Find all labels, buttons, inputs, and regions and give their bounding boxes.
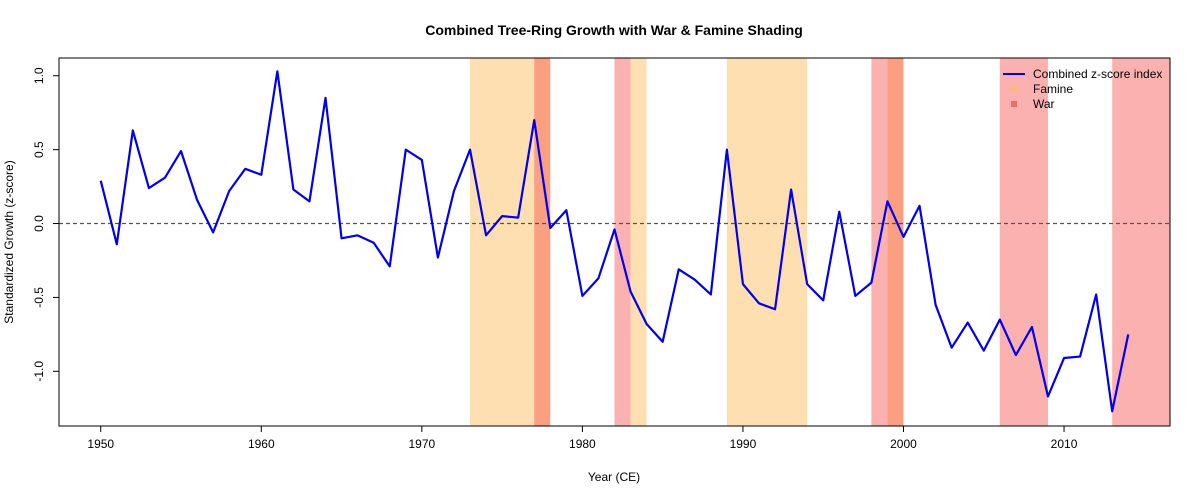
shaded-periods: [470, 58, 1170, 426]
x-axis-label: Year (CE): [588, 470, 640, 484]
x-tick-label: 1960: [248, 437, 275, 451]
shade-famine-1989: [726, 58, 808, 426]
x-tick-label: 1990: [730, 437, 757, 451]
chart-title: Combined Tree-Ring Growth with War & Fam…: [425, 22, 803, 38]
shade-war-1982: [614, 58, 631, 426]
shade-famine-1983: [630, 58, 647, 426]
x-tick-label: 1980: [569, 437, 596, 451]
shade-war-2006: [999, 58, 1048, 426]
y-tick-label: -1.0: [32, 361, 46, 382]
x-tick-label: 1950: [87, 437, 114, 451]
shade-war-1977: [534, 58, 551, 426]
legend-label: Combined z-score index: [1033, 67, 1162, 81]
y-tick-label: 0.0: [32, 215, 46, 232]
legend-square-swatch: [1011, 101, 1017, 107]
y-tick-label: -0.5: [32, 287, 46, 308]
y-tick-label: 1.0: [32, 67, 46, 84]
x-tick-label: 2000: [890, 437, 917, 451]
series-line-combined-z-score: [99, 70, 1130, 413]
y-tick-label: 0.5: [32, 141, 46, 158]
series-group: [99, 70, 1130, 413]
x-tick-label: 2010: [1051, 437, 1078, 451]
legend-label: War: [1033, 97, 1055, 111]
legend-label: Famine: [1033, 82, 1073, 96]
y-axis-label: Standardized Growth (z-score): [2, 160, 16, 323]
shade-famine-1973: [470, 58, 535, 426]
y-axis: -1.0 -0.5 0.0 0.5 1.0: [32, 67, 60, 382]
x-axis: 1950 1960 1970 1980 1990 2000 2010: [87, 425, 1078, 451]
x-tick-label: 1970: [408, 437, 435, 451]
legend-square-swatch: [1011, 86, 1017, 92]
shade-war-1999: [887, 58, 904, 426]
